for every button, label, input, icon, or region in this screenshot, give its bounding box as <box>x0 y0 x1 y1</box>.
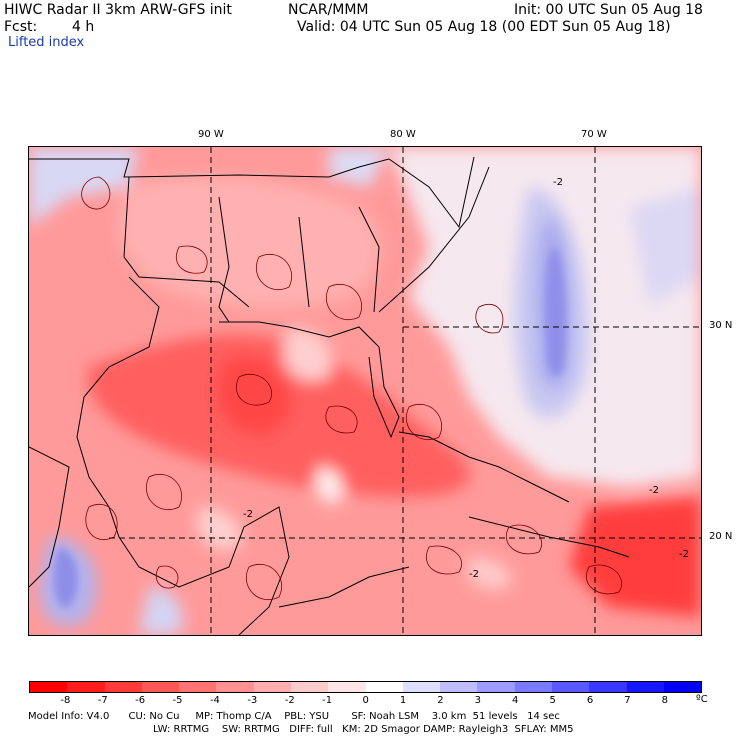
colorbar-swatch <box>477 682 515 692</box>
title: HIWC Radar II 3km ARW-GFS init <box>4 2 232 18</box>
colorbar-swatch <box>514 682 552 692</box>
colorbar-tick-label: 2 <box>437 695 444 706</box>
forecast-label: Fcst: <box>4 19 38 35</box>
contour-label: -2 <box>243 509 253 520</box>
colorbar-swatch <box>328 682 366 692</box>
colorbar-tick-label: -1 <box>322 695 333 706</box>
colorbar-tick-label: -7 <box>97 695 108 706</box>
colorbar-swatch <box>30 682 68 692</box>
colorbar-swatch <box>626 682 664 692</box>
colorbar-tick-label: 6 <box>586 695 594 706</box>
fine-shading <box>53 247 566 608</box>
colorbar-tick-label: -6 <box>135 695 146 706</box>
field-shading <box>29 147 701 635</box>
map-canvas: -2 -2 -2 -2 -2 <box>29 147 701 635</box>
colorbar-swatch <box>253 682 291 692</box>
colorbar-tick-label: -2 <box>284 695 295 706</box>
colorbar-swatch <box>290 682 329 692</box>
colorbar-tick-label: 0 <box>362 695 369 706</box>
colorbar-swatch <box>440 682 478 692</box>
contours <box>81 176 622 600</box>
colorbar-swatch <box>402 682 441 692</box>
colorbar-tick-label: 8 <box>661 695 668 706</box>
model-info-line-1: Model Info: V4.0 CU: No Cu MP: Thomp C/A… <box>28 711 560 722</box>
colorbar-swatch <box>589 682 627 692</box>
lifted-index-map: -2 -2 -2 -2 -2 <box>28 146 702 636</box>
lat-label-20n: 20 N <box>709 531 733 542</box>
colorbar-tick-label: 1 <box>399 695 407 706</box>
field-name: Lifted index <box>8 35 85 50</box>
colorbar <box>29 681 702 693</box>
colorbar-tick-label: 4 <box>512 695 519 706</box>
lat-lon-grid <box>109 147 701 635</box>
colorbar-swatch <box>216 682 254 692</box>
model-info-line-2: LW: RRTMG SW: RRTMG DIFF: full KM: 2D Sm… <box>153 724 574 735</box>
forecast-hour: 4 h <box>72 19 95 35</box>
colorbar-tick-label: 5 <box>549 695 556 706</box>
colorbar-tick-label: -4 <box>209 695 220 706</box>
coastlines <box>29 156 630 635</box>
colorbar-swatch <box>141 682 180 692</box>
lon-label-90w: 90 W <box>198 129 224 140</box>
colorbar-swatch <box>663 682 702 692</box>
lat-label-30n: 30 N <box>709 320 733 331</box>
colorbar-unit: ºC <box>696 694 708 705</box>
contour-label: -2 <box>679 549 689 560</box>
organization: NCAR/MMM <box>288 2 369 18</box>
colorbar-swatch <box>551 682 590 692</box>
contour-label: -2 <box>649 485 659 496</box>
contour-label: -2 <box>553 177 563 188</box>
contour-labels: -2 -2 -2 -2 -2 <box>243 177 689 580</box>
colorbar-tick-label: -3 <box>247 695 258 706</box>
colorbar-swatch <box>67 682 105 692</box>
colorbar-swatch <box>104 682 142 692</box>
valid-time: Valid: 04 UTC Sun 05 Aug 18 (00 EDT Sun … <box>297 19 671 35</box>
colorbar-tick-label: 7 <box>624 695 631 706</box>
colorbar-tick-label: -5 <box>172 695 183 706</box>
colorbar-tick-label: -8 <box>60 695 71 706</box>
init-time: Init: 00 UTC Sun 05 Aug 18 <box>514 2 703 18</box>
colorbar-tick-label: 3 <box>474 695 482 706</box>
colorbar-swatch <box>365 682 403 692</box>
contour-label: -2 <box>469 569 479 580</box>
colorbar-swatch <box>179 682 217 692</box>
lon-label-70w: 70 W <box>581 129 607 140</box>
lon-label-80w: 80 W <box>390 129 416 140</box>
